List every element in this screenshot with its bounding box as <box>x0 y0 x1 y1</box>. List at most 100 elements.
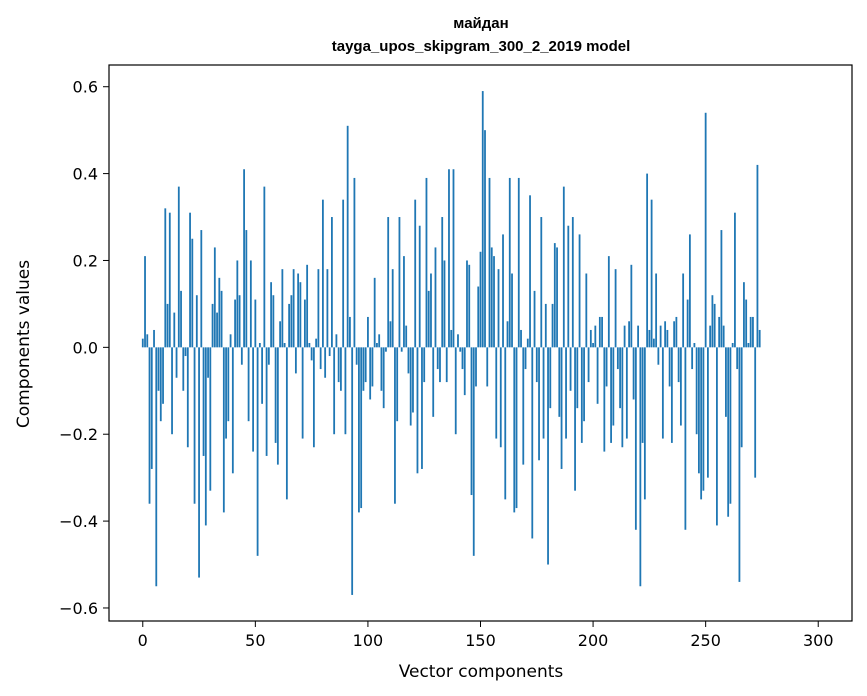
bar <box>378 334 381 348</box>
bar <box>752 316 754 348</box>
bar <box>504 347 507 500</box>
bar <box>603 347 606 452</box>
bar <box>294 347 297 374</box>
bar <box>452 169 455 348</box>
bar <box>373 277 376 348</box>
bar <box>382 347 385 409</box>
bar <box>312 347 315 448</box>
y-tick-label: 0.0 <box>73 338 98 357</box>
bar <box>502 234 504 348</box>
bar <box>679 347 682 426</box>
bar <box>335 334 338 348</box>
bar <box>580 347 583 443</box>
bar <box>367 316 369 348</box>
bar <box>632 347 635 400</box>
bar <box>301 347 304 439</box>
x-axis-ticks: 0 50 100 150 200 250 300 <box>138 621 834 650</box>
bar <box>544 303 547 348</box>
bar <box>576 347 579 409</box>
bar <box>466 260 468 348</box>
bar <box>243 169 245 348</box>
bar <box>330 217 333 348</box>
bar <box>432 347 435 417</box>
bar <box>398 217 401 348</box>
bar <box>240 347 243 365</box>
bar <box>592 343 594 348</box>
bar <box>731 343 734 348</box>
x-tick-label: 250 <box>690 631 721 650</box>
bar <box>578 234 581 348</box>
bar <box>267 347 270 365</box>
x-tick-label: 100 <box>353 631 384 650</box>
bar <box>594 325 597 348</box>
bar <box>346 125 349 348</box>
bar <box>677 347 680 383</box>
bar <box>310 347 313 361</box>
bar <box>459 347 462 352</box>
bar <box>749 316 752 348</box>
bar <box>470 347 473 496</box>
bar <box>328 347 331 357</box>
bar <box>236 260 239 348</box>
y-tick-label: 0.6 <box>73 78 98 97</box>
bar <box>159 347 162 422</box>
y-tick-label: −0.6 <box>59 599 98 618</box>
bar <box>315 338 318 348</box>
bar <box>409 347 412 426</box>
bar <box>407 347 410 374</box>
bar <box>484 130 486 348</box>
bar <box>198 347 200 578</box>
bar <box>146 334 149 348</box>
chart-title: майдан <box>453 15 508 32</box>
bar <box>567 225 570 348</box>
bar <box>265 347 268 456</box>
bar <box>713 303 716 348</box>
bar <box>285 347 288 500</box>
bar <box>211 303 214 348</box>
bar <box>317 269 320 348</box>
bar <box>457 334 459 348</box>
bar <box>754 347 757 478</box>
bar <box>279 321 282 348</box>
bar <box>270 282 273 348</box>
bar <box>222 347 225 513</box>
bar <box>263 186 266 348</box>
bar <box>164 208 167 348</box>
bar <box>659 325 662 348</box>
bar <box>745 299 748 348</box>
bar <box>727 347 730 517</box>
bar <box>740 347 743 448</box>
bar <box>306 264 309 348</box>
bar <box>299 282 302 348</box>
bar <box>180 290 182 348</box>
bar <box>598 316 601 348</box>
bar <box>522 347 525 465</box>
bar <box>461 347 464 370</box>
bar <box>195 295 198 348</box>
bar <box>227 347 230 422</box>
bar <box>405 325 408 348</box>
bar <box>531 347 534 539</box>
bar <box>288 303 291 348</box>
x-tick-label: 0 <box>138 631 148 650</box>
bar <box>182 347 185 391</box>
bar <box>702 347 705 491</box>
bar <box>560 347 563 469</box>
bar <box>385 347 387 352</box>
bar <box>571 217 574 348</box>
bar <box>704 112 707 348</box>
bar <box>646 173 649 348</box>
bar <box>225 347 227 439</box>
bar <box>652 338 655 348</box>
bar <box>475 347 477 387</box>
bar <box>630 264 633 348</box>
bar <box>276 347 279 465</box>
bar <box>722 325 725 348</box>
bar <box>380 347 383 391</box>
bar <box>479 251 482 348</box>
y-axis-label: Components values <box>14 260 34 428</box>
bar <box>675 316 678 348</box>
bar <box>387 217 390 348</box>
bar <box>711 295 714 348</box>
bar <box>274 347 277 443</box>
